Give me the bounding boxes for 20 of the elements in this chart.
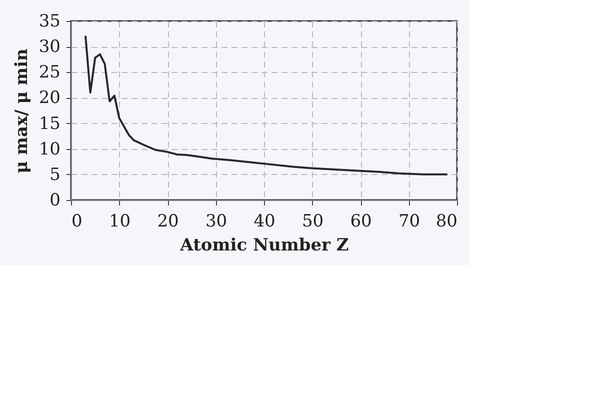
line-series: [84, 34, 448, 176]
y-tick-label: 0: [50, 190, 60, 210]
y-tick-label: 20: [38, 88, 60, 108]
y-tick-label: 35: [38, 12, 60, 32]
x-tick-label: 40: [254, 212, 276, 232]
y-tick-label: 30: [38, 37, 60, 58]
x-tick-label: 50: [302, 212, 324, 232]
y-tick-label: 5: [50, 164, 60, 185]
x-tick-label: 20: [157, 212, 179, 232]
x-tick-label: 60: [350, 212, 372, 232]
x-tick-label: 10: [108, 212, 131, 232]
x-tick-label: 70: [398, 212, 420, 232]
x-tick-label: 30: [205, 212, 228, 232]
y-axis-title: μ max/ μ min: [12, 48, 32, 174]
x-tick-label: 80: [436, 212, 458, 232]
y-tick-label: 10: [38, 139, 60, 160]
y-tick-label: 15: [38, 114, 60, 134]
y-tick-label: 25: [38, 62, 60, 83]
x-axis-title: Atomic Number Z: [179, 236, 349, 256]
x-tick-label: 0: [72, 212, 82, 232]
